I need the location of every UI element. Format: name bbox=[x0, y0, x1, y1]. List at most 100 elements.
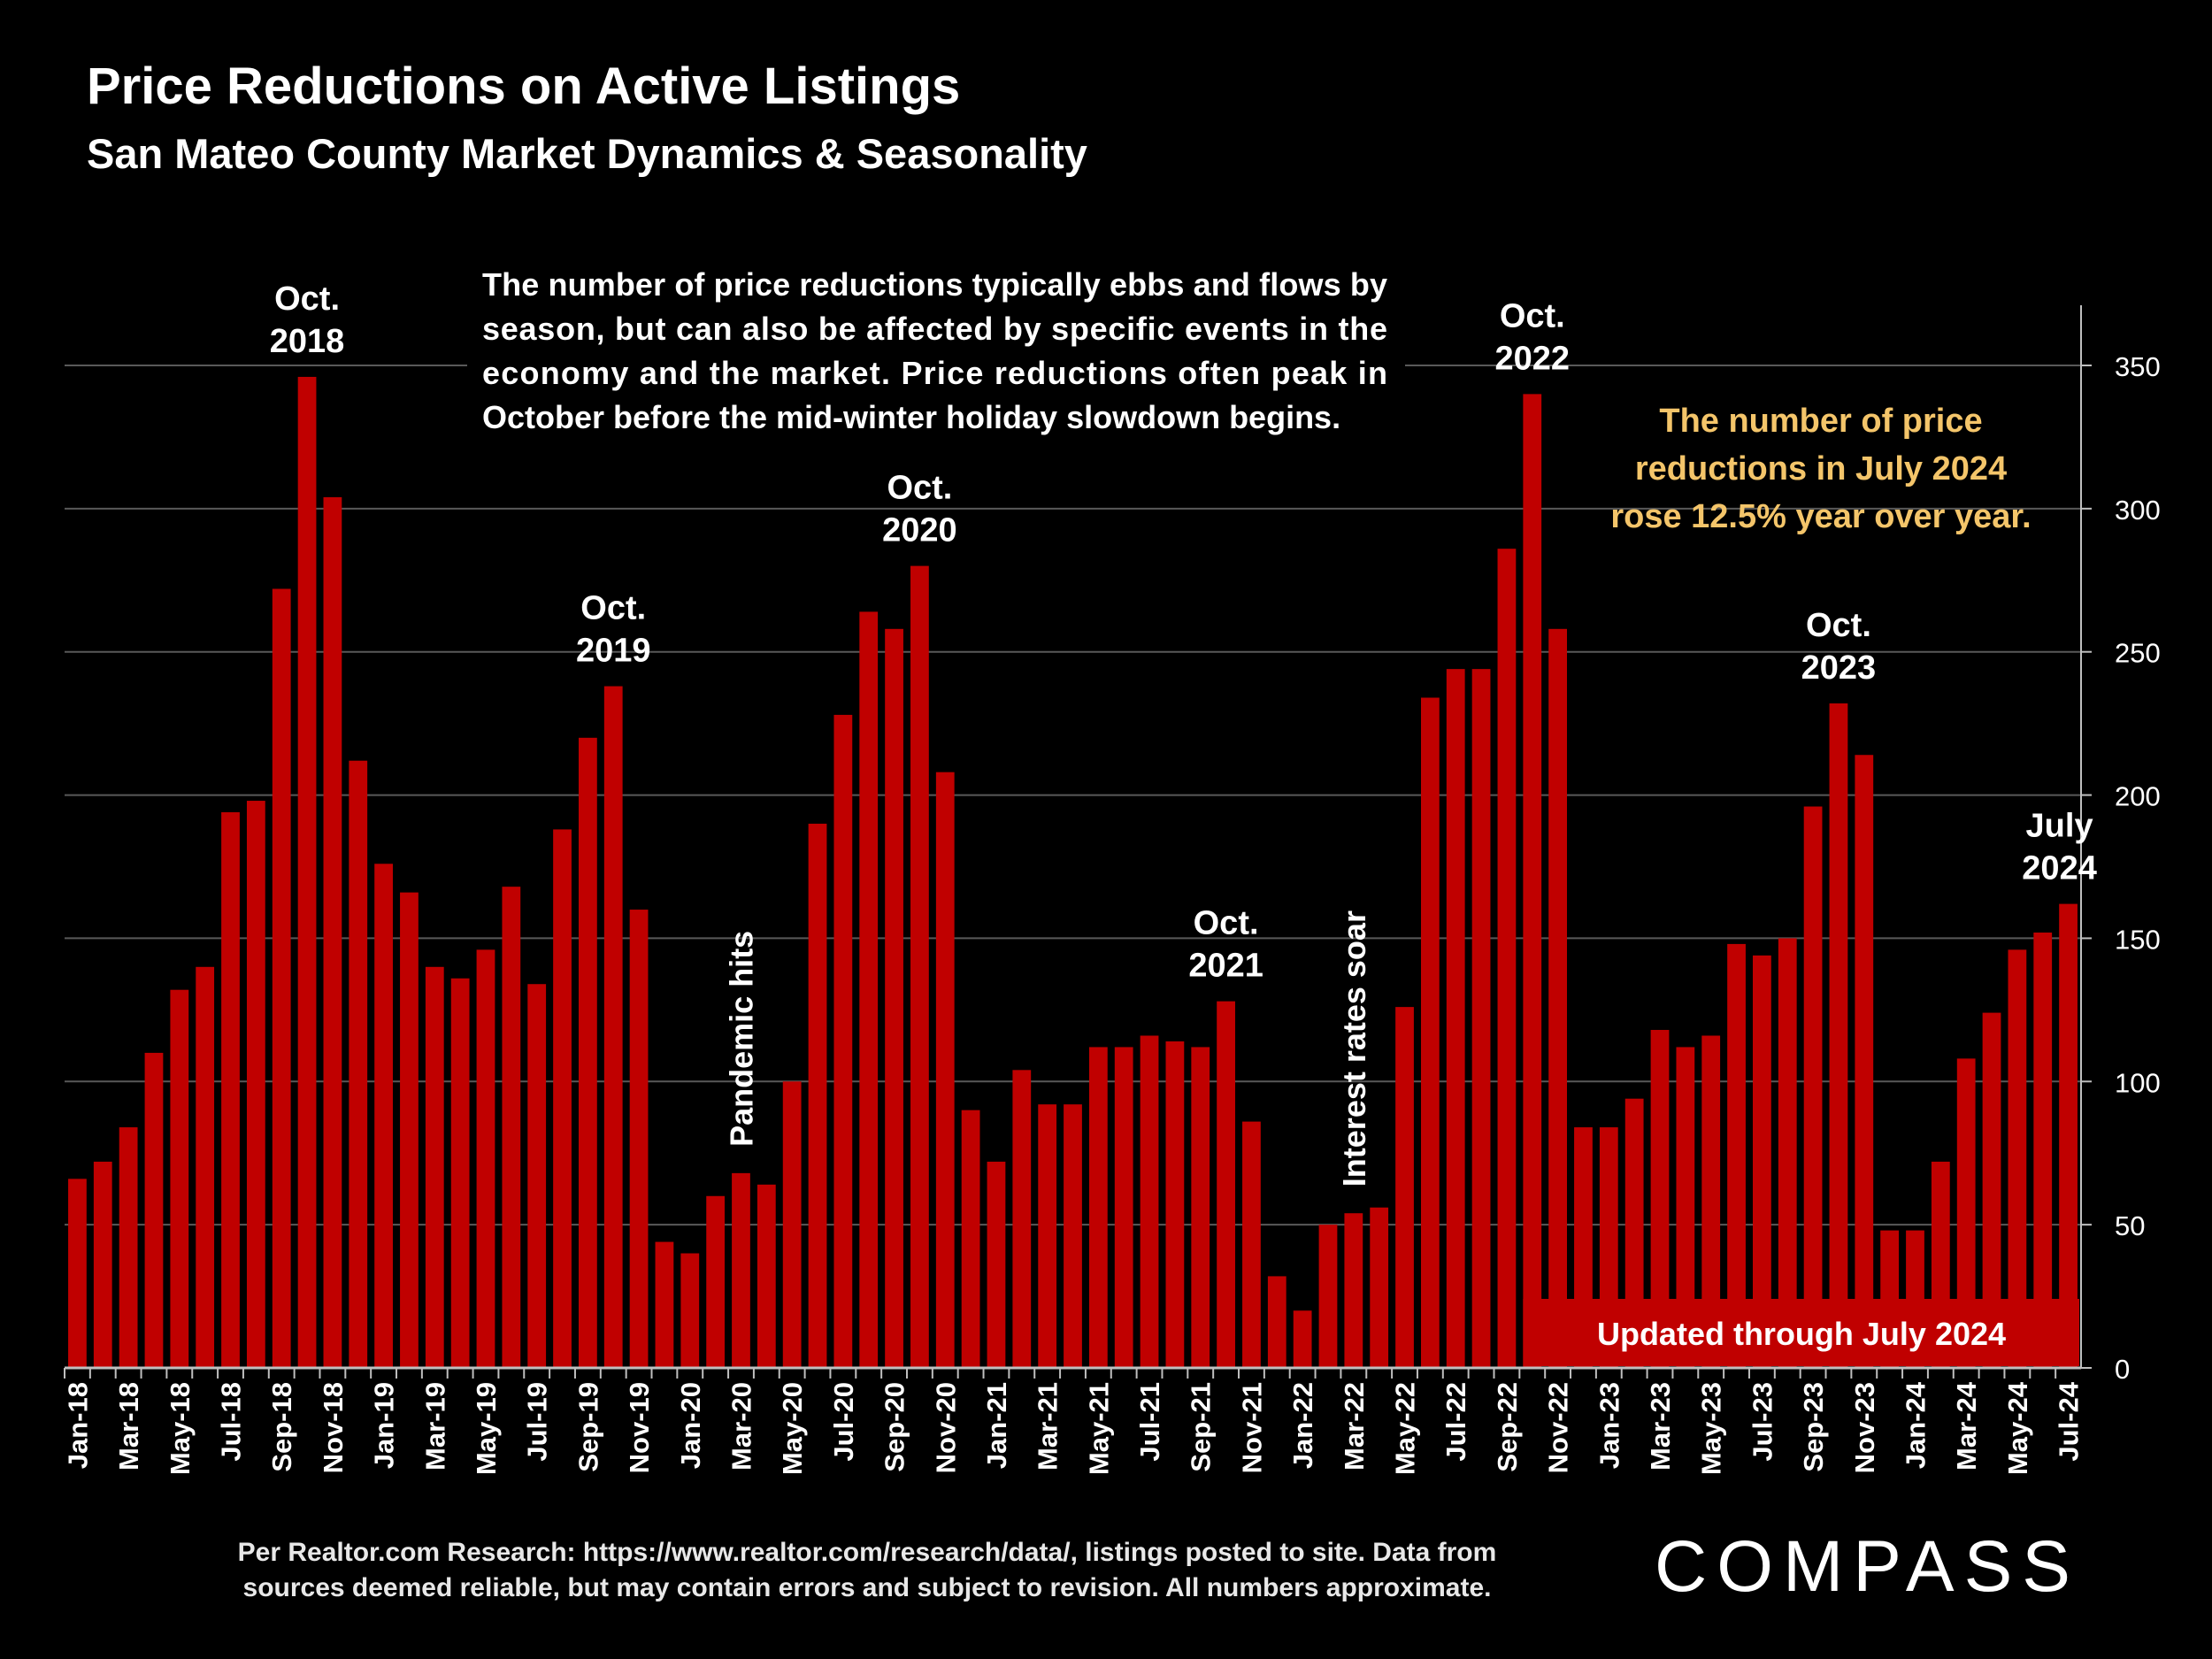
y-tick-label: 100 bbox=[2115, 1067, 2161, 1098]
bar bbox=[119, 1127, 138, 1368]
bar bbox=[1114, 1047, 1133, 1368]
bar bbox=[859, 611, 879, 1368]
callout-line: rose 12.5% year over year. bbox=[1610, 498, 2031, 535]
x-tick-label: Jan-19 bbox=[369, 1382, 400, 1469]
x-tick-label: Nov-21 bbox=[1236, 1382, 1267, 1473]
bar bbox=[1855, 755, 1874, 1368]
x-tick-label: Jul-18 bbox=[216, 1382, 247, 1462]
bar bbox=[1012, 1070, 1032, 1368]
bar bbox=[2033, 932, 2053, 1368]
x-tick-label: Mar-24 bbox=[1951, 1381, 1982, 1471]
peak-annotation: 2019 bbox=[576, 633, 651, 670]
x-tick-label: Jul-24 bbox=[2054, 1381, 2085, 1461]
y-tick-label: 300 bbox=[2115, 495, 2161, 526]
x-tick-label: Mar-21 bbox=[1033, 1382, 1064, 1471]
footnote-line-1: Per Realtor.com Research: https://www.re… bbox=[237, 1538, 1497, 1567]
bar bbox=[1446, 669, 1465, 1368]
bar bbox=[603, 686, 623, 1368]
bar bbox=[1803, 806, 1823, 1368]
peak-annotation: Oct. bbox=[887, 470, 952, 507]
bar bbox=[579, 737, 597, 1368]
bar bbox=[1420, 697, 1440, 1368]
x-tick-label: May-22 bbox=[1390, 1382, 1421, 1475]
bar bbox=[1778, 938, 1797, 1368]
bar bbox=[1523, 394, 1542, 1368]
bar bbox=[1318, 1225, 1338, 1368]
bar bbox=[987, 1161, 1006, 1368]
compass-logo: COMPASS bbox=[1655, 1526, 2080, 1607]
bar bbox=[196, 966, 215, 1368]
bar bbox=[1165, 1041, 1185, 1368]
footnote-line-2: sources deemed reliable, but may contain… bbox=[242, 1573, 1492, 1602]
bar bbox=[1370, 1207, 1389, 1368]
x-tick-label: Jul-23 bbox=[1747, 1382, 1778, 1462]
bar bbox=[1956, 1058, 1976, 1368]
x-tick-label: Sep-22 bbox=[1492, 1382, 1523, 1472]
chart-subtitle: San Mateo County Market Dynamics & Seaso… bbox=[87, 130, 1087, 177]
bar bbox=[272, 588, 291, 1368]
bar bbox=[93, 1161, 112, 1368]
bar bbox=[910, 565, 929, 1368]
bar bbox=[1753, 955, 1771, 1368]
x-tick-label: Jan-18 bbox=[62, 1382, 93, 1469]
x-tick-label: Nov-22 bbox=[1543, 1382, 1574, 1473]
bar bbox=[1344, 1213, 1363, 1368]
y-tick-label: 0 bbox=[2115, 1354, 2130, 1385]
event-annotation: Pandemic hits bbox=[723, 931, 759, 1147]
x-tick-label: Jul-22 bbox=[1440, 1382, 1471, 1462]
bar bbox=[2059, 903, 2078, 1368]
bar bbox=[1548, 628, 1567, 1368]
bar bbox=[1293, 1310, 1312, 1368]
peak-annotation: Oct. bbox=[1194, 905, 1259, 942]
text-box-line: season, but can also be affected by spec… bbox=[482, 311, 1387, 347]
text-box-background bbox=[467, 257, 1405, 451]
bar bbox=[680, 1253, 700, 1368]
x-tick-label: May-19 bbox=[471, 1382, 502, 1475]
bar bbox=[450, 978, 470, 1368]
bar bbox=[1242, 1121, 1261, 1368]
callout-line: reductions in July 2024 bbox=[1635, 450, 2007, 488]
x-tick-label: Sep-20 bbox=[879, 1382, 910, 1472]
bar bbox=[400, 892, 419, 1368]
x-tick-label: Sep-18 bbox=[266, 1382, 297, 1472]
peak-annotation: 2022 bbox=[1494, 340, 1570, 377]
bar bbox=[170, 989, 189, 1368]
x-tick-label: Nov-20 bbox=[930, 1382, 961, 1473]
bar bbox=[833, 714, 853, 1368]
bar bbox=[1064, 1104, 1082, 1368]
bar bbox=[655, 1241, 674, 1368]
bar bbox=[323, 496, 342, 1368]
callout-line: The number of price bbox=[1659, 403, 1982, 440]
peak-annotation: Oct. bbox=[580, 590, 646, 627]
peak-annotation: 2023 bbox=[1801, 649, 1877, 687]
bar bbox=[1088, 1047, 1108, 1368]
bar bbox=[221, 811, 240, 1368]
bar bbox=[1701, 1035, 1721, 1368]
bar bbox=[1217, 1001, 1235, 1368]
text-box-line: October before the mid-winter holiday sl… bbox=[482, 399, 1340, 435]
bar bbox=[1395, 1007, 1414, 1368]
bar bbox=[1471, 669, 1491, 1368]
bar bbox=[1982, 1012, 2001, 1368]
x-tick-label: Nov-18 bbox=[318, 1382, 349, 1473]
x-tick-label: Jan-23 bbox=[1594, 1382, 1624, 1469]
bar bbox=[1267, 1276, 1286, 1368]
bar bbox=[1038, 1104, 1057, 1368]
x-tick-label: Sep-23 bbox=[1798, 1382, 1829, 1472]
bar bbox=[2008, 949, 2027, 1368]
bar bbox=[732, 1172, 750, 1368]
peak-annotation: July bbox=[2026, 808, 2093, 845]
update-banner-label: Updated through July 2024 bbox=[1597, 1316, 2006, 1352]
x-tick-label: Nov-23 bbox=[1849, 1382, 1880, 1473]
bar bbox=[246, 801, 265, 1368]
bar bbox=[68, 1179, 87, 1368]
y-tick-label: 200 bbox=[2115, 781, 2161, 812]
bar bbox=[885, 628, 903, 1368]
x-tick-label: Jul-19 bbox=[522, 1382, 553, 1462]
bar bbox=[961, 1110, 980, 1368]
x-tick-label: May-23 bbox=[1696, 1382, 1727, 1475]
y-tick-label: 150 bbox=[2115, 924, 2161, 955]
peak-annotation: 2020 bbox=[882, 512, 957, 549]
x-tick-label: Jul-21 bbox=[1134, 1382, 1165, 1462]
